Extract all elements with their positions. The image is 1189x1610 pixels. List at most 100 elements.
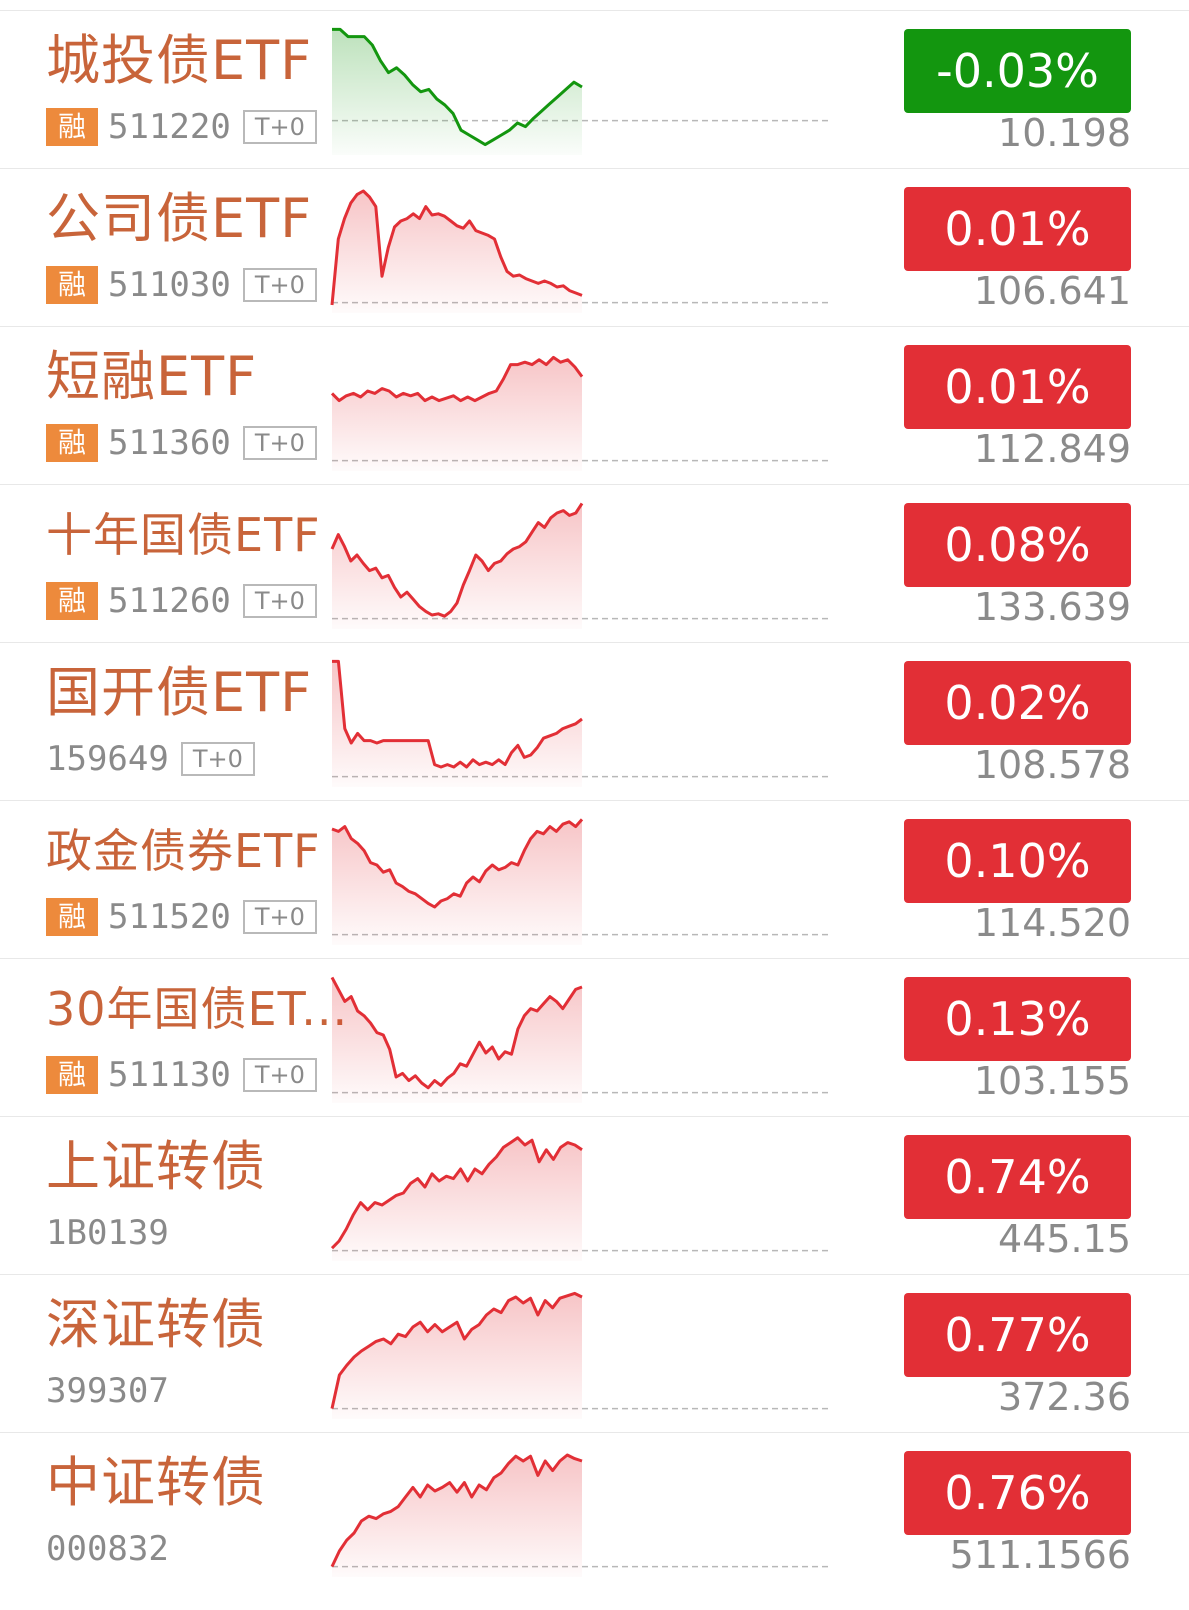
sparkline-chart: [330, 976, 828, 1103]
fund-code: 511220: [108, 107, 231, 147]
change-percent-badge[interactable]: -0.03%: [904, 29, 1131, 113]
fund-meta: 1B0139: [46, 1213, 169, 1253]
sparkline-line: [330, 189, 583, 306]
t0-badge: T+0: [242, 584, 317, 618]
fund-meta: 399307: [46, 1371, 169, 1411]
margin-badge: 融: [46, 1056, 98, 1094]
sparkline-line: [331, 818, 584, 909]
last-price: 112.849: [973, 427, 1131, 471]
list-item[interactable]: 公司债ETF 融 511030 T+0 0.01% 106.641: [0, 168, 1189, 326]
sparkline-chart: [330, 189, 828, 313]
t0-badge: T+0: [180, 742, 255, 776]
change-percent-badge[interactable]: 0.01%: [904, 345, 1131, 429]
fund-meta: 融 511360 T+0: [46, 423, 317, 463]
last-price: 10.198: [998, 111, 1131, 155]
fund-meta: 融 511260 T+0: [46, 581, 317, 621]
index-name: 深证转债: [46, 1293, 266, 1356]
margin-badge: 融: [46, 582, 98, 620]
fund-name: 公司债ETF: [46, 187, 313, 250]
sparkline-chart: [330, 1136, 828, 1261]
change-percent-badge[interactable]: 0.08%: [904, 503, 1131, 587]
fund-name: 城投债ETF: [46, 29, 313, 92]
etf-list: 城投债ETF 融 511220 T+0 -0.03% 10.198 公司债ETF…: [0, 10, 1189, 1590]
change-percent-badge[interactable]: 0.02%: [904, 661, 1131, 745]
sparkline-line: [332, 27, 583, 147]
sparkline-chart: [330, 1453, 828, 1577]
sparkline-chart: [331, 818, 828, 945]
t0-badge: T+0: [242, 1058, 317, 1092]
change-percent-badge[interactable]: 0.76%: [904, 1451, 1131, 1535]
index-name: 上证转债: [46, 1135, 266, 1198]
sparkline-area: [332, 503, 582, 629]
sparkline-line: [330, 355, 584, 403]
last-price: 133.639: [973, 585, 1131, 629]
sparkline-area: [332, 1455, 582, 1577]
change-percent-badge[interactable]: 0.77%: [904, 1293, 1131, 1377]
sparkline-chart: [330, 1291, 828, 1419]
sparkline-area: [332, 661, 582, 787]
sparkline-area: [332, 1137, 582, 1261]
sparkline-chart: [332, 27, 828, 155]
fund-code: 159649: [46, 739, 169, 779]
sparkline-line: [330, 976, 583, 1090]
list-item[interactable]: 政金债券ETF 融 511520 T+0 0.10% 114.520: [0, 800, 1189, 958]
sparkline-area: [332, 977, 582, 1103]
index-code: 399307: [46, 1371, 169, 1411]
fund-meta: 159649 T+0: [46, 739, 255, 779]
t0-badge: T+0: [242, 268, 317, 302]
last-price: 511.1566: [949, 1533, 1131, 1577]
sparkline-line: [330, 1453, 583, 1568]
sparkline-line: [330, 502, 584, 618]
change-percent-badge[interactable]: 0.13%: [904, 977, 1131, 1061]
fund-code: 511360: [108, 423, 231, 463]
last-price: 108.578: [973, 743, 1131, 787]
change-percent-badge[interactable]: 0.74%: [904, 1135, 1131, 1219]
sparkline-line: [330, 1291, 583, 1409]
fund-code: 511130: [108, 1055, 231, 1095]
last-price: 114.520: [973, 901, 1131, 945]
list-item[interactable]: 30年国债ET... 融 511130 T+0 0.13% 103.155: [0, 958, 1189, 1116]
fund-name: 政金债券ETF: [46, 824, 321, 878]
sparkline-area: [332, 1293, 582, 1419]
list-item[interactable]: 短融ETF 融 511360 T+0 0.01% 112.849: [0, 326, 1189, 484]
change-percent-badge[interactable]: 0.01%: [904, 187, 1131, 271]
fund-name: 30年国债ET...: [46, 982, 349, 1036]
sparkline-area: [332, 819, 582, 945]
last-price: 445.15: [998, 1217, 1131, 1261]
fund-meta: 融 511520 T+0: [46, 897, 317, 937]
t0-badge: T+0: [242, 900, 317, 934]
list-item[interactable]: 深证转债 399307 0.77% 372.36: [0, 1274, 1189, 1432]
fund-name: 十年国债ETF: [46, 508, 321, 562]
list-item[interactable]: 城投债ETF 融 511220 T+0 -0.03% 10.198: [0, 10, 1189, 168]
last-price: 103.155: [973, 1059, 1131, 1103]
sparkline-area: [332, 357, 582, 471]
margin-badge: 融: [46, 898, 98, 936]
fund-code: 511030: [108, 265, 231, 305]
list-item[interactable]: 上证转债 1B0139 0.74% 445.15: [0, 1116, 1189, 1274]
t0-badge: T+0: [242, 110, 317, 144]
fund-code: 511260: [108, 581, 231, 621]
change-percent-badge[interactable]: 0.10%: [904, 819, 1131, 903]
fund-name: 短融ETF: [46, 345, 258, 408]
fund-name: 国开债ETF: [46, 661, 313, 724]
last-price: 106.641: [973, 269, 1131, 313]
margin-badge: 融: [46, 266, 98, 304]
fund-meta: 融 511220 T+0: [46, 107, 317, 147]
fund-meta: 融 511130 T+0: [46, 1055, 317, 1095]
fund-code: 511520: [108, 897, 231, 937]
last-price: 372.36: [998, 1375, 1131, 1419]
sparkline-chart: [330, 502, 828, 629]
list-item[interactable]: 十年国债ETF 融 511260 T+0 0.08% 133.639: [0, 484, 1189, 642]
fund-meta: 000832: [46, 1529, 169, 1569]
sparkline-area: [332, 29, 582, 155]
margin-badge: 融: [46, 108, 98, 146]
index-code: 000832: [46, 1529, 169, 1569]
list-item[interactable]: 中证转债 000832 0.76% 511.1566: [0, 1432, 1189, 1590]
margin-badge: 融: [46, 424, 98, 462]
list-item[interactable]: 国开债ETF 159649 T+0 0.02% 108.578: [0, 642, 1189, 800]
sparkline-chart: [332, 659, 828, 787]
sparkline-line: [330, 1136, 583, 1250]
fund-meta: 融 511030 T+0: [46, 265, 317, 305]
sparkline-line: [332, 659, 583, 769]
sparkline-area: [332, 191, 582, 313]
